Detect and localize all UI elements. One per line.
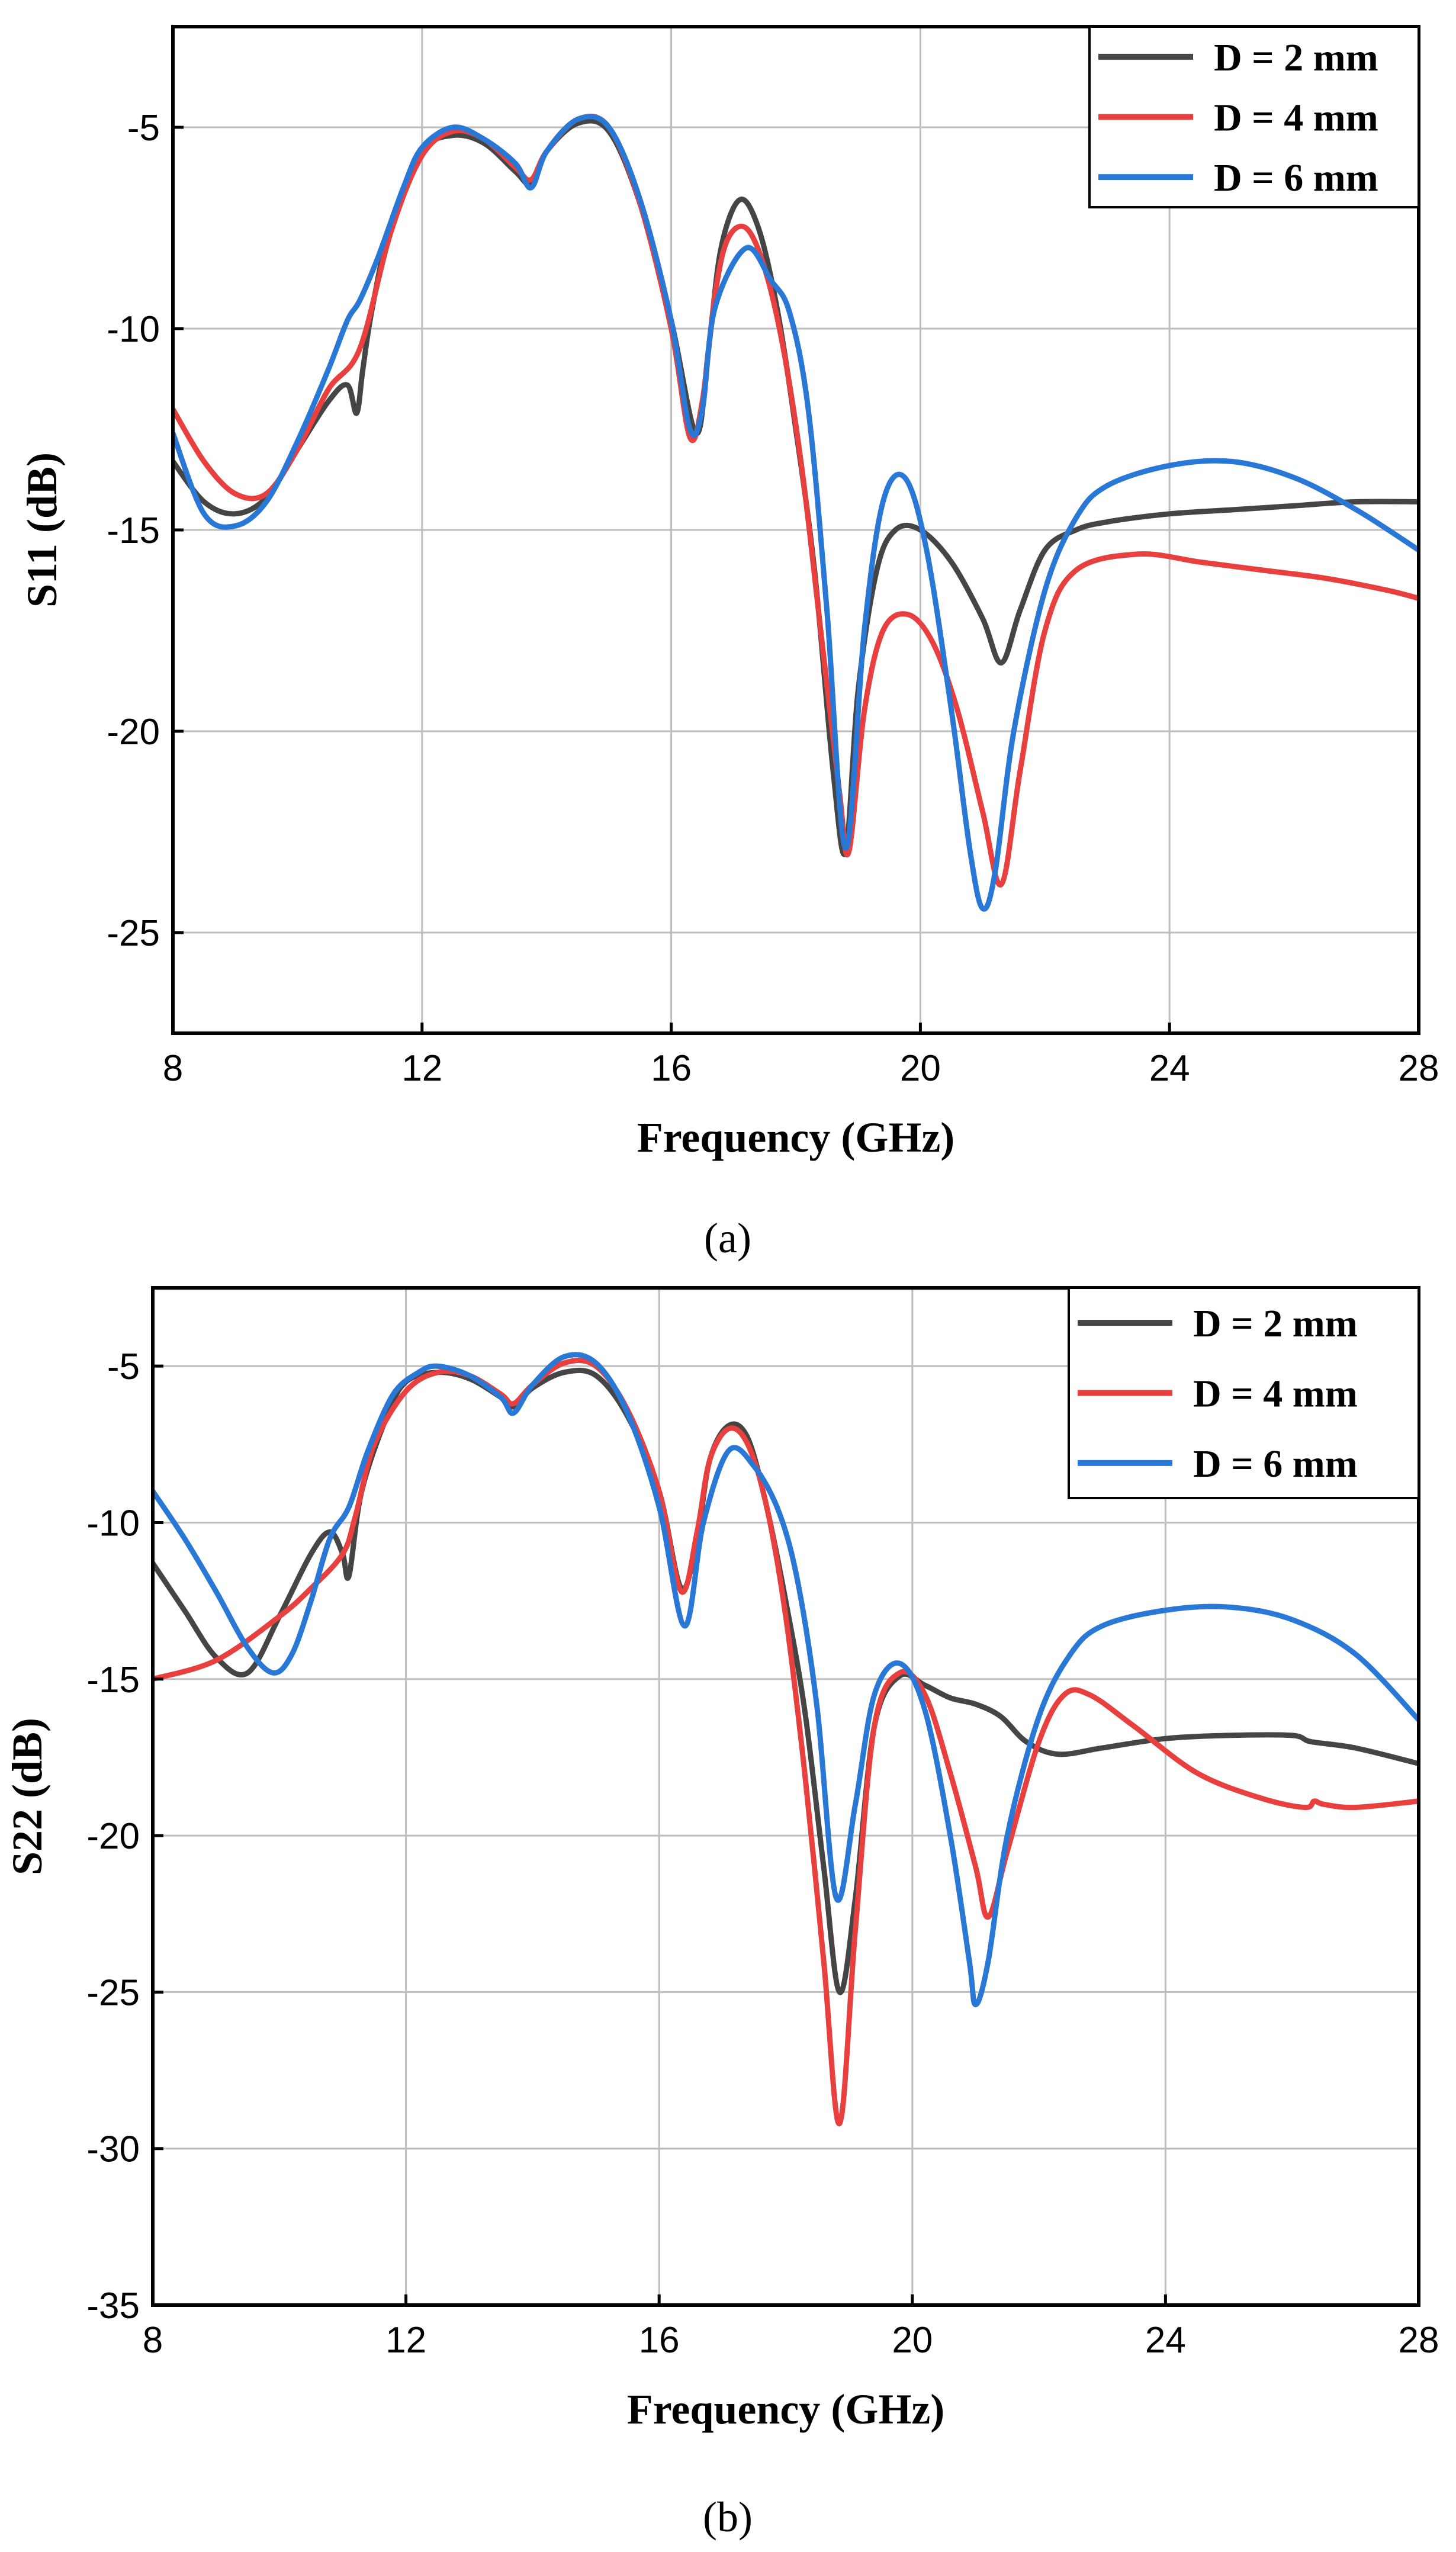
series-line-3	[173, 114, 1419, 912]
series-group	[153, 1352, 1419, 2126]
series-line-2	[173, 113, 1419, 888]
axes: 8 12 16 20 24 28 -5 -10 -15 -20 -25 -30 -35	[86, 1346, 1439, 2361]
y-tick-label: -20	[86, 1816, 140, 1857]
y-tick-label: -25	[86, 1972, 140, 2013]
legend: D = 2 mm D = 4 mm D = 6 mm	[1068, 1287, 1420, 1499]
y-tick-label: -10	[86, 1503, 140, 1544]
legend-label-3: D = 6 mm	[1193, 1442, 1358, 1486]
x-tick-label: 16	[639, 2320, 680, 2361]
y-tick-label: -25	[107, 913, 160, 954]
x-axis-title: Frequency (GHz)	[637, 1114, 955, 1161]
x-tick-label: 16	[651, 1048, 692, 1089]
x-tick-label: 24	[1149, 1048, 1190, 1089]
x-tick-label: 20	[892, 2320, 933, 2361]
y-axis-title: S22 (dB)	[4, 1718, 51, 1875]
y-tick-label: -30	[86, 2129, 140, 2170]
x-tick-label: 28	[1399, 2320, 1439, 2361]
x-tick-label: 8	[163, 1048, 183, 1089]
x-axis-title: Frequency (GHz)	[627, 2386, 945, 2433]
y-tick-label: -20	[107, 712, 160, 753]
legend-label-2: D = 4 mm	[1214, 97, 1378, 140]
x-tick-label: 28	[1399, 1048, 1439, 1089]
series-line-2	[153, 1358, 1419, 2126]
x-tick-label: 20	[900, 1048, 941, 1089]
y-tick-label: -5	[127, 108, 160, 149]
series-line-1	[153, 1367, 1419, 1995]
panel-a: 8 12 16 20 24 28 -5 -10 -15 -20 -25 Frequency (GHz)…	[18, 25, 1439, 1262]
x-tick-label: 12	[401, 1048, 442, 1089]
x-tick-label: 24	[1145, 2320, 1186, 2361]
series-line-3	[153, 1352, 1419, 2007]
y-tick-label: -15	[86, 1660, 140, 1701]
y-tick-label: -5	[107, 1346, 140, 1387]
series-group	[173, 113, 1419, 912]
legend-label-2: D = 4 mm	[1193, 1373, 1358, 1416]
axes: 8 12 16 20 24 28 -5 -10 -15 -20 -25	[107, 108, 1439, 1089]
y-tick-label: -10	[107, 309, 160, 350]
legend-label-1: D = 2 mm	[1193, 1302, 1358, 1345]
legend-label-1: D = 2 mm	[1214, 36, 1378, 79]
plot-frame	[151, 1286, 1420, 2307]
x-tick-label: 8	[143, 2320, 163, 2361]
panel-caption: (a)	[704, 1214, 751, 1262]
grid	[153, 1288, 1419, 2305]
y-tick-label: -15	[107, 510, 160, 551]
panel-b: 8 12 16 20 24 28 -5 -10 -15 -20 -25 -30 -35 Frequency…	[4, 1286, 1439, 2541]
y-tick-label: -35	[86, 2286, 140, 2326]
y-axis-title: S11 (dB)	[18, 452, 66, 608]
legend: D = 2 mm D = 4 mm D = 6 mm	[1088, 25, 1420, 208]
panel-caption: (b)	[703, 2493, 753, 2541]
legend-label-3: D = 6 mm	[1214, 156, 1378, 200]
x-tick-label: 12	[385, 2320, 426, 2361]
